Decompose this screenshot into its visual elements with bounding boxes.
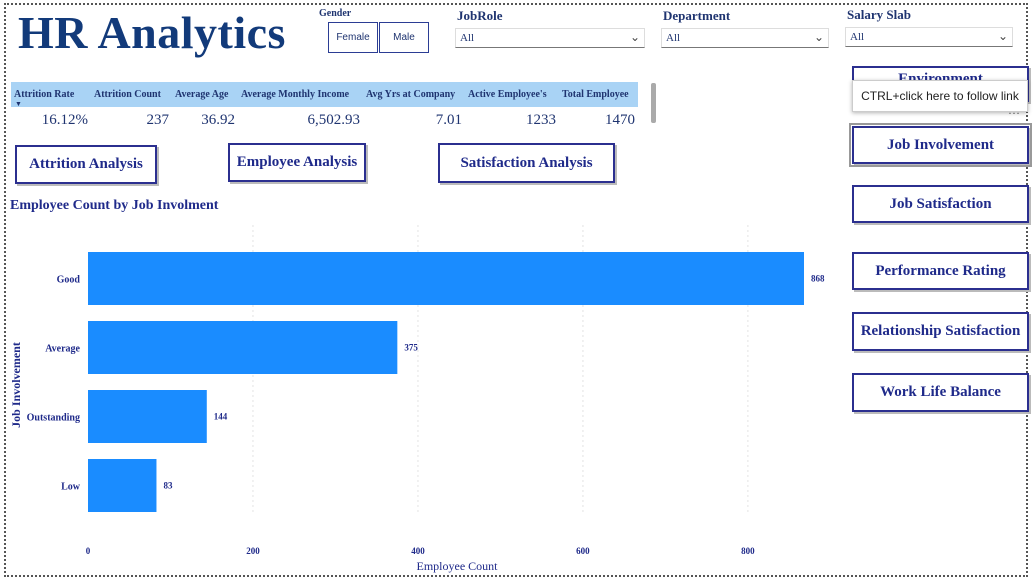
male-button[interactable]: Male xyxy=(379,22,429,53)
x-tick-label: 800 xyxy=(741,546,755,556)
kpi-value: 1233 xyxy=(526,111,556,128)
department-label: Department xyxy=(663,8,731,23)
job-involvement-button[interactable]: Job Involvement xyxy=(849,123,1032,167)
category-label: Outstanding xyxy=(27,413,80,424)
kpi-value: 36.92 xyxy=(201,111,235,128)
kpi-header[interactable]: Avg Yrs at Company xyxy=(366,89,456,100)
department-value: All xyxy=(666,32,681,44)
category-label: Low xyxy=(61,482,81,493)
link-tooltip: CTRL+click here to follow link xyxy=(852,80,1028,112)
ellipsis-icon[interactable]: … xyxy=(1008,103,1021,117)
category-label: Good xyxy=(57,275,81,286)
category-label: Average xyxy=(45,344,80,355)
kpi-header[interactable]: Attrition Count xyxy=(94,89,161,100)
report-canvas xyxy=(4,3,1028,577)
kpi-value-row: 16.12% 237 36.92 6,502.93 7.01 1233 1470 xyxy=(11,107,638,133)
employee-analysis-button[interactable]: Employee Analysis xyxy=(228,143,366,182)
x-tick-label: 600 xyxy=(576,546,590,556)
kpi-value: 237 xyxy=(146,111,170,128)
page-title: HR Analytics xyxy=(18,7,286,58)
bar-good[interactable] xyxy=(88,252,804,305)
chevron-down-icon: ⌄ xyxy=(813,30,824,44)
bar-outstanding[interactable] xyxy=(88,390,207,443)
kpi-header[interactable]: Attrition Rate xyxy=(14,89,75,100)
bar-average[interactable] xyxy=(88,321,398,374)
performance-rating-button[interactable]: Performance Rating xyxy=(852,252,1029,290)
kpi-value: 7.01 xyxy=(435,111,462,128)
bar-low[interactable] xyxy=(88,459,157,512)
gender-label: Gender xyxy=(319,8,352,19)
y-axis-label: Job Involvement xyxy=(9,342,23,428)
jobrole-dropdown[interactable]: All ⌄ xyxy=(455,28,645,48)
chart-title: Employee Count by Job Involment xyxy=(10,198,219,213)
kpi-header[interactable]: Average Monthly Income xyxy=(241,89,350,100)
kpi-header[interactable]: Average Age xyxy=(175,89,229,100)
chevron-down-icon: ⌄ xyxy=(629,30,640,44)
jobrole-label: JobRole xyxy=(457,8,503,23)
bar-chart: Good 868 Average 375 Outstanding 144 Low 83 0 200… xyxy=(9,225,825,573)
kpi-header[interactable]: Active Employee's xyxy=(468,89,547,100)
relationship-satisfaction-button[interactable]: Relationship Satisfaction xyxy=(852,312,1029,351)
female-button[interactable]: Female xyxy=(328,22,378,53)
chevron-down-icon: ⌄ xyxy=(997,29,1008,43)
salary-label: Salary Slab xyxy=(847,7,911,22)
data-label: 868 xyxy=(811,274,825,284)
kpi-value: 6,502.93 xyxy=(307,111,361,128)
kpi-table: Attrition Rate Attrition Count Average A… xyxy=(11,82,638,133)
department-dropdown[interactable]: All ⌄ xyxy=(661,28,829,48)
satisfaction-analysis-button[interactable]: Satisfaction Analysis xyxy=(438,143,615,183)
data-label: 144 xyxy=(214,412,228,422)
attrition-analysis-button[interactable]: Attrition Analysis xyxy=(15,145,157,184)
data-label: 83 xyxy=(163,481,173,491)
kpi-header[interactable]: Total Employee xyxy=(562,89,629,100)
x-tick-label: 400 xyxy=(411,546,425,556)
work-life-balance-button[interactable]: Work Life Balance xyxy=(852,373,1029,412)
kpi-scrollbar[interactable] xyxy=(651,83,656,123)
salary-value: All xyxy=(850,31,865,43)
data-label: 375 xyxy=(404,343,418,353)
salary-dropdown[interactable]: All ⌄ xyxy=(845,27,1013,47)
x-axis-label: Employee Count xyxy=(417,559,499,573)
x-tick-label: 200 xyxy=(246,546,260,556)
kpi-value: 1470 xyxy=(605,111,635,128)
x-tick-label: 0 xyxy=(86,546,91,556)
job-satisfaction-button[interactable]: Job Satisfaction xyxy=(852,185,1029,223)
kpi-value: 16.12% xyxy=(41,111,88,128)
jobrole-value: All xyxy=(460,32,475,44)
sort-descending-icon[interactable]: ▼ xyxy=(15,100,22,108)
kpi-header-row: Attrition Rate Attrition Count Average A… xyxy=(11,82,638,108)
